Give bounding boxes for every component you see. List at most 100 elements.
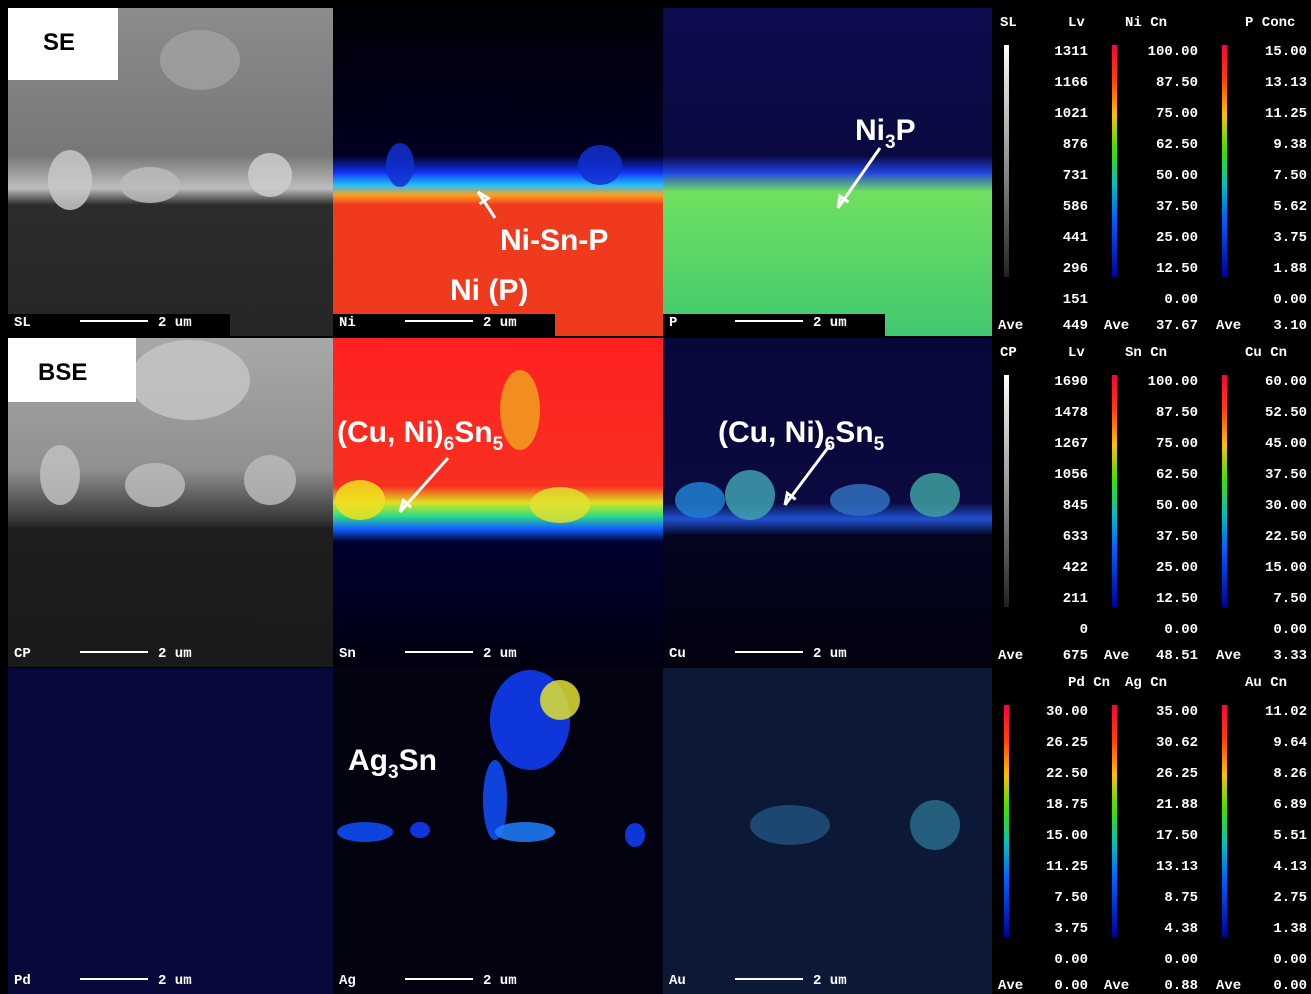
legend-bg <box>992 0 1311 994</box>
scale-label: 2 um <box>483 646 517 662</box>
scale-value: 75.00 <box>1156 436 1198 452</box>
annotation-part: P <box>896 114 916 147</box>
annotation-part: Ni <box>855 114 885 147</box>
ave-label: Ave <box>1216 978 1241 994</box>
scale-value: 26.25 <box>1156 766 1198 782</box>
scale-value: 3.75 <box>1054 921 1088 937</box>
scale-value: 3.75 <box>1273 230 1307 246</box>
legend-label: CP <box>1000 345 1017 361</box>
scale-title: P Conc <box>1245 15 1295 31</box>
feature <box>725 470 775 520</box>
annotation-part: (Cu, Ni) <box>718 416 825 449</box>
scale-label: 2 um <box>813 646 847 662</box>
feature <box>125 463 185 507</box>
annotation-part: Sn <box>835 416 873 449</box>
scale-value: 13.13 <box>1156 859 1198 875</box>
element-label: Sn <box>339 646 356 662</box>
color-bar <box>1112 705 1117 937</box>
scale-value: 731 <box>1063 168 1088 184</box>
scale-value: 8.26 <box>1273 766 1307 782</box>
ave-value: 48.51 <box>1156 648 1198 664</box>
scale-value: 7.50 <box>1273 591 1307 607</box>
ave-value: 0.00 <box>1273 978 1307 994</box>
color-bar <box>1222 45 1227 277</box>
annotation-part: 5 <box>874 434 885 455</box>
scale-value: 75.00 <box>1156 106 1198 122</box>
color-bar <box>1004 45 1009 277</box>
annotation-part: 3 <box>388 762 399 783</box>
element-label: P <box>669 315 677 331</box>
scale-value: 1056 <box>1054 467 1088 483</box>
feature <box>120 167 180 203</box>
scale-value: 1690 <box>1054 374 1088 390</box>
scale-value: 633 <box>1063 529 1088 545</box>
scale-value: 1267 <box>1054 436 1088 452</box>
scale-value: 100.00 <box>1148 44 1198 60</box>
corner-label: SE <box>43 29 75 56</box>
ave-label: Ave <box>1216 648 1241 664</box>
scale-value: 7.50 <box>1054 890 1088 906</box>
feature <box>337 822 393 842</box>
scale-label: 2 um <box>158 973 192 989</box>
ave-label: Ave <box>1104 978 1129 994</box>
scale-label: 2 um <box>813 973 847 989</box>
scale-value: 876 <box>1063 137 1088 153</box>
feature <box>578 145 622 185</box>
feature <box>910 800 960 850</box>
scale-value: 87.50 <box>1156 75 1198 91</box>
scale-value: 25.00 <box>1156 230 1198 246</box>
color-bar <box>1004 375 1009 607</box>
scale-value: 12.50 <box>1156 261 1198 277</box>
ave-value: 675 <box>1063 648 1088 664</box>
scale-value: 87.50 <box>1156 405 1198 421</box>
scale-value: 52.50 <box>1265 405 1307 421</box>
scale-value: 15.00 <box>1046 828 1088 844</box>
scale-value: 845 <box>1063 498 1088 514</box>
scale-value: 30.00 <box>1046 704 1088 720</box>
scale-value: 586 <box>1063 199 1088 215</box>
color-bar <box>1112 45 1117 277</box>
scale-value: 13.13 <box>1265 75 1307 91</box>
ave-label: Ave <box>998 318 1023 334</box>
scale-value: 15.00 <box>1265 560 1307 576</box>
ave-value: 0.88 <box>1164 978 1198 994</box>
scale-title: Au Cn <box>1245 675 1287 691</box>
figure: SESL2 umNi-Sn-PNi (P)Ni2 umNi3PP2 umBSEC… <box>0 0 1311 994</box>
annotation: Ni-Sn-P <box>500 224 608 257</box>
scale-value: 37.50 <box>1156 199 1198 215</box>
color-bar <box>1222 705 1227 937</box>
scale-title: Ag Cn <box>1125 675 1167 691</box>
scale-value: 7.50 <box>1273 168 1307 184</box>
scale-value: 21.88 <box>1156 797 1198 813</box>
ave-value: 3.33 <box>1273 648 1307 664</box>
feature <box>830 484 890 516</box>
scale-value: 296 <box>1063 261 1088 277</box>
scale-value: 2.75 <box>1273 890 1307 906</box>
feature <box>386 143 414 187</box>
scale-box <box>663 314 885 336</box>
feature <box>410 822 430 838</box>
scale-value: 1.88 <box>1273 261 1307 277</box>
feature <box>530 487 590 523</box>
feature <box>248 153 292 197</box>
element-label: Ni <box>339 315 356 331</box>
annotation-part: (Cu, Ni) <box>337 416 444 449</box>
annotation-part: Ni (P) <box>450 274 528 307</box>
scale-value: 0.00 <box>1164 292 1198 308</box>
ave-value: 37.67 <box>1156 318 1198 334</box>
feature <box>130 340 250 420</box>
scale-label: 2 um <box>483 315 517 331</box>
annotation-part: Sn <box>454 416 492 449</box>
scale-title: Lv <box>1068 345 1085 361</box>
annotation-part: 5 <box>493 434 504 455</box>
annotation-part: Ag <box>348 744 388 777</box>
ave-value: 0.00 <box>1054 978 1088 994</box>
element-label: Pd <box>14 973 31 989</box>
feature <box>335 480 385 520</box>
feature <box>910 473 960 517</box>
element-label: CP <box>14 646 31 662</box>
scale-value: 151 <box>1063 292 1088 308</box>
ave-label: Ave <box>1216 318 1241 334</box>
scale-value: 30.00 <box>1265 498 1307 514</box>
color-bar <box>1222 375 1227 607</box>
